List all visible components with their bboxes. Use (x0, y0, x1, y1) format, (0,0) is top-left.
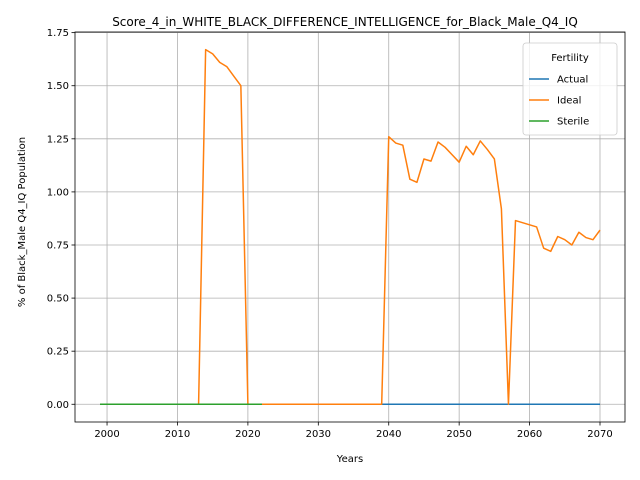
tick-layer: 2000 2010 2020 2030 2040 2050 2060 2070 0.00 0.25… (47, 28, 613, 440)
y-tick-label: 0.00 (47, 400, 69, 411)
x-tick-label: 2060 (517, 429, 542, 440)
y-tick-label: 0.75 (47, 240, 69, 251)
x-tick-label: 2030 (306, 429, 331, 440)
y-tick-label: 0.50 (47, 294, 69, 305)
axes-border (74, 31, 626, 423)
y-tick-label: 1.75 (47, 28, 69, 39)
y-tick-label: 1.00 (47, 187, 69, 198)
legend-title: Fertility (551, 53, 589, 64)
plot-lines (100, 48, 601, 406)
x-axis-label: Years (336, 454, 363, 465)
x-tick-label: 2040 (376, 429, 401, 440)
x-tick-label: 2000 (94, 429, 119, 440)
y-tick-label: 1.50 (47, 81, 69, 92)
y-axis-label: % of Black_Male Q4_IQ Population (17, 137, 28, 307)
series-line-ideal (197, 48, 601, 406)
y-tick-label: 0.25 (47, 347, 69, 358)
x-tick-label: 2010 (165, 429, 190, 440)
y-tick-label: 1.25 (47, 134, 69, 145)
legend: Fertility Actual Ideal Sterile (522, 42, 618, 136)
x-tick-label: 2050 (446, 429, 471, 440)
axes-frame (74, 31, 626, 423)
x-tick-label: 2070 (587, 429, 612, 440)
chart-title: Score_4_in_WHITE_BLACK_DIFFERENCE_INTELL… (112, 15, 578, 29)
legend-label-sterile: Sterile (557, 117, 589, 128)
legend-box (522, 42, 618, 136)
x-tick-label: 2020 (235, 429, 260, 440)
legend-label-actual: Actual (557, 75, 588, 86)
legend-label-ideal: Ideal (557, 96, 581, 107)
